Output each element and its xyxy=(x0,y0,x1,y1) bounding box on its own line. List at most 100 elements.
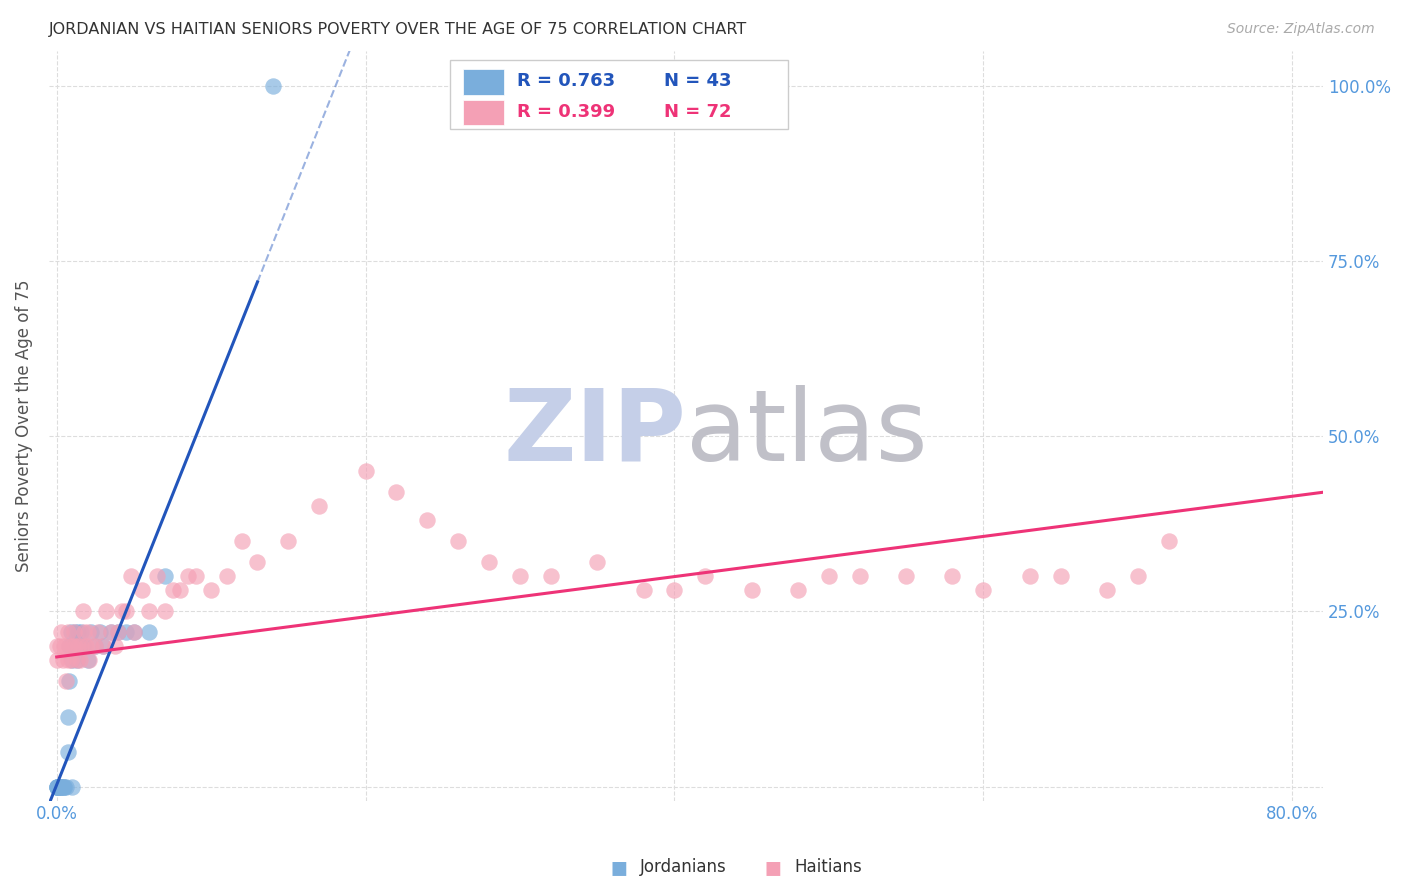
Y-axis label: Seniors Poverty Over the Age of 75: Seniors Poverty Over the Age of 75 xyxy=(15,279,32,572)
Point xyxy=(66,653,89,667)
Point xyxy=(62,640,84,654)
Point xyxy=(76,625,98,640)
Text: JORDANIAN VS HAITIAN SENIORS POVERTY OVER THE AGE OF 75 CORRELATION CHART: JORDANIAN VS HAITIAN SENIORS POVERTY OVE… xyxy=(49,22,748,37)
Point xyxy=(72,604,94,618)
Point xyxy=(162,583,184,598)
Point xyxy=(45,780,67,794)
Point xyxy=(45,780,67,794)
Point xyxy=(46,780,69,794)
Point xyxy=(153,569,176,583)
Point xyxy=(122,625,145,640)
Point xyxy=(1049,569,1071,583)
Point xyxy=(66,640,89,654)
Point xyxy=(60,780,83,794)
Point xyxy=(94,604,117,618)
Point xyxy=(55,674,77,689)
Point xyxy=(91,640,114,654)
Point xyxy=(53,780,76,794)
Point xyxy=(58,640,80,654)
Point xyxy=(84,640,107,654)
Point xyxy=(894,569,917,583)
Point xyxy=(56,745,79,759)
Point xyxy=(107,625,129,640)
Point xyxy=(67,640,90,654)
Point xyxy=(153,604,176,618)
Point xyxy=(131,583,153,598)
Point xyxy=(49,640,72,654)
Point xyxy=(1157,534,1180,549)
Point xyxy=(586,555,609,569)
Text: Haitians: Haitians xyxy=(794,858,862,876)
Point xyxy=(122,625,145,640)
Point xyxy=(45,640,67,654)
Point xyxy=(787,583,810,598)
Point xyxy=(741,583,763,598)
Point xyxy=(354,464,377,478)
Point xyxy=(51,625,73,640)
Point xyxy=(75,640,97,654)
Point xyxy=(540,569,562,583)
Point xyxy=(478,555,501,569)
Point xyxy=(56,653,79,667)
Point xyxy=(70,640,93,654)
Point xyxy=(972,583,994,598)
Point xyxy=(262,78,284,93)
Point xyxy=(77,653,100,667)
Point xyxy=(91,640,114,654)
Point xyxy=(184,569,207,583)
Point xyxy=(59,625,82,640)
Point xyxy=(849,569,872,583)
Text: Source: ZipAtlas.com: Source: ZipAtlas.com xyxy=(1227,22,1375,37)
Point xyxy=(49,780,72,794)
Point xyxy=(120,569,142,583)
Point xyxy=(1126,569,1149,583)
Point xyxy=(65,640,87,654)
Point xyxy=(51,780,73,794)
Point xyxy=(73,640,96,654)
Point xyxy=(58,640,80,654)
Text: N = 43: N = 43 xyxy=(665,72,733,90)
Point xyxy=(509,569,531,583)
Point xyxy=(1018,569,1040,583)
Point xyxy=(45,653,67,667)
Text: N = 72: N = 72 xyxy=(665,103,733,120)
Point xyxy=(664,583,686,598)
Point xyxy=(818,569,841,583)
Point xyxy=(169,583,191,598)
Point xyxy=(45,780,67,794)
Point xyxy=(60,653,83,667)
Point xyxy=(73,625,96,640)
Point xyxy=(66,653,89,667)
Point xyxy=(62,625,84,640)
Point xyxy=(277,534,299,549)
Point xyxy=(200,583,222,598)
Point xyxy=(231,534,253,549)
Point xyxy=(56,625,79,640)
Point xyxy=(138,604,160,618)
Point xyxy=(65,625,87,640)
Text: ▪: ▪ xyxy=(763,853,783,881)
Point xyxy=(138,625,160,640)
Point xyxy=(72,640,94,654)
Point xyxy=(107,625,129,640)
Point xyxy=(52,780,75,794)
Point xyxy=(45,780,67,794)
Text: atlas: atlas xyxy=(686,384,928,482)
Point xyxy=(447,534,470,549)
Point xyxy=(67,625,90,640)
Text: R = 0.763: R = 0.763 xyxy=(516,72,614,90)
Point xyxy=(56,709,79,723)
Point xyxy=(100,625,122,640)
Point xyxy=(177,569,200,583)
Text: ZIP: ZIP xyxy=(503,384,686,482)
Point xyxy=(70,625,93,640)
Point xyxy=(246,555,269,569)
Point xyxy=(87,625,110,640)
Point xyxy=(100,625,122,640)
Point xyxy=(385,485,408,500)
Point xyxy=(79,640,101,654)
Point xyxy=(115,625,138,640)
Point xyxy=(146,569,169,583)
Text: Jordanians: Jordanians xyxy=(640,858,727,876)
Text: R = 0.399: R = 0.399 xyxy=(516,103,614,120)
